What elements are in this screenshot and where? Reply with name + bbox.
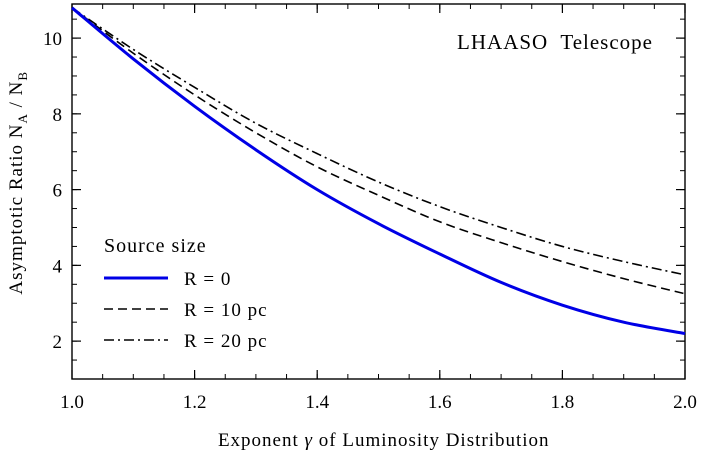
x-axis-title-part: Exponent xyxy=(218,430,305,451)
series-lines xyxy=(71,6,686,336)
legend-label: R = 10 pc xyxy=(184,300,268,321)
legend-label: R = 20 pc xyxy=(184,331,268,352)
x-tick-label: 1.8 xyxy=(551,392,575,413)
y-axis-title-part: / N xyxy=(6,81,27,114)
x-tick-label: 1.2 xyxy=(183,392,207,413)
series-line-r0 xyxy=(71,6,686,336)
x-axis-title-part: of Luminosity Distribution xyxy=(313,430,550,451)
y-axis-title: Asymptotic Ratio NA / NB xyxy=(6,54,32,323)
y-axis-subscript-b: B xyxy=(15,71,30,81)
y-tick-label: 4 xyxy=(53,256,63,277)
y-tick-label: 2 xyxy=(53,332,63,353)
plot-frame xyxy=(71,3,686,380)
legend-items: R = 0 R = 10 pc R = 20 pc xyxy=(104,269,268,352)
y-tick-label: 10 xyxy=(43,29,62,50)
legend-title: Source size xyxy=(104,235,207,257)
x-tick-label: 1.4 xyxy=(305,392,329,413)
x-tick-label: 2.0 xyxy=(673,392,697,413)
x-axis-title: Exponent γ of Luminosity Distribution xyxy=(189,430,567,451)
y-tick-label: 8 xyxy=(53,105,63,126)
series-line-r20pc xyxy=(71,7,686,276)
x-tick-label: 1.6 xyxy=(428,392,452,413)
series-line-r10pc xyxy=(71,7,686,295)
legend: Source size R = 0 R = 10 pc R = 20 pc xyxy=(104,235,268,352)
legend-label: R = 0 xyxy=(184,269,231,290)
axis-tick-labels: 1.0 1.2 1.4 1.6 1.8 2.0 2 4 6 8 10 xyxy=(43,29,697,413)
x-tick-label: 1.0 xyxy=(60,392,84,413)
chart-annotation: LHAASO Telescope xyxy=(457,30,653,54)
axis-ticks xyxy=(71,4,686,379)
y-axis-title-part: Asymptotic Ratio N xyxy=(6,124,27,295)
y-tick-label: 6 xyxy=(53,181,63,202)
x-axis-gamma-symbol: γ xyxy=(305,430,314,451)
y-axis-subscript-a: A xyxy=(15,113,30,123)
